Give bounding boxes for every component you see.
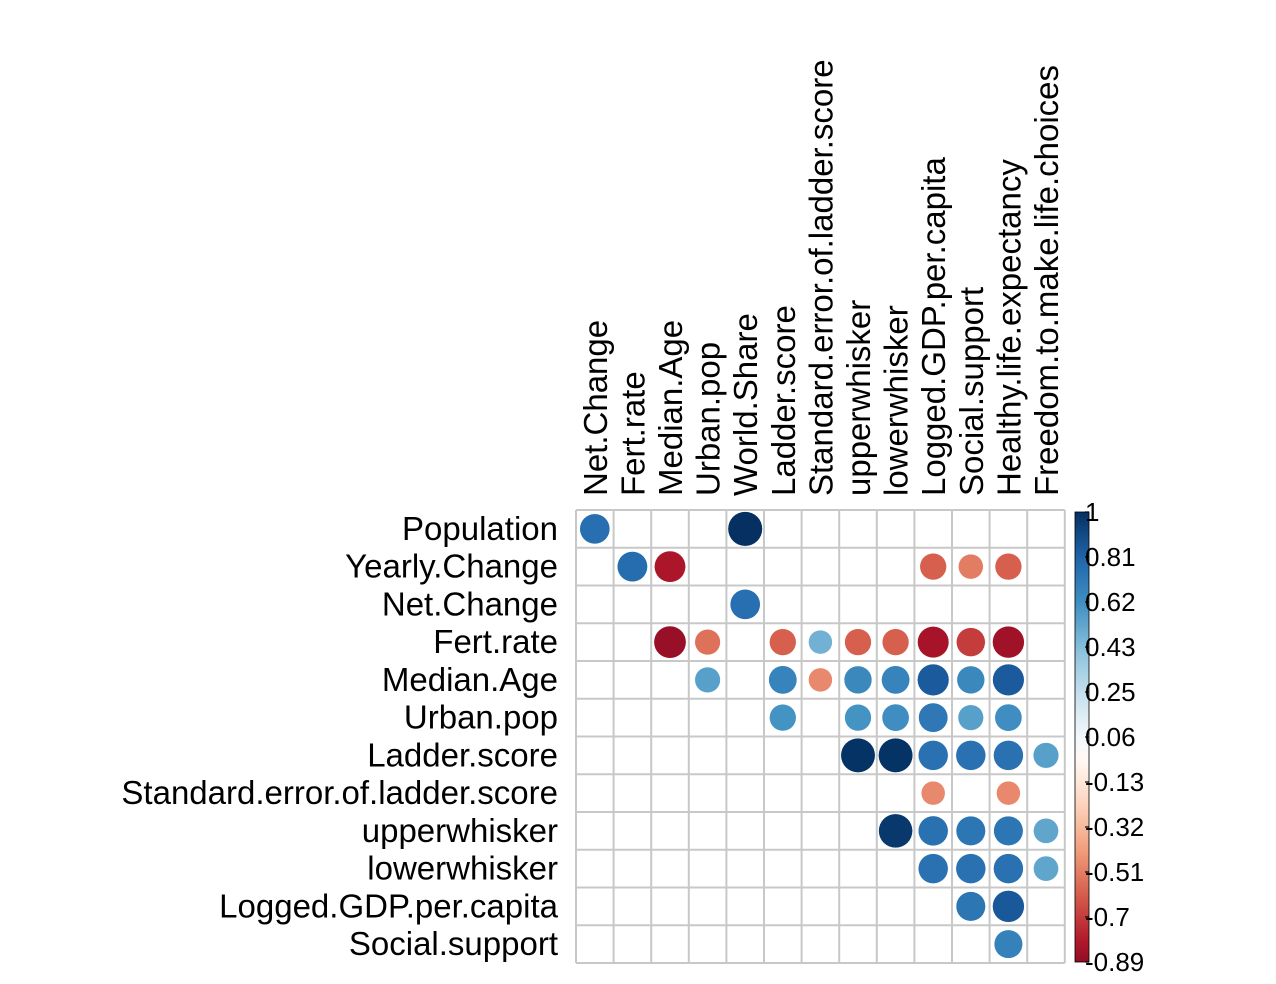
colorbar-tick-label: -0.7 [1085, 902, 1130, 932]
column-label-median-age: Median.Age [652, 320, 689, 496]
colorbar-ticks: 1 0.81 0.62 0.43 0.25 0.06 -0.13 -0.32 -0.51 -0.7… [1085, 497, 1144, 977]
corr-circle-median-age-lowerwhisker [881, 665, 911, 695]
corr-circle-median-age-social-support [956, 665, 985, 695]
corr-circle-population-net-change [579, 513, 611, 545]
corr-circle-standard-error-of-ladder-score-healthy-life-expectancy [996, 780, 1021, 806]
row-label-population: Population [402, 510, 558, 547]
corr-circle-yearly-change-logged-gdp-per-capita [919, 552, 947, 581]
corr-circle-upperwhisker-lowerwhisker [878, 813, 913, 849]
corr-circle-median-age-ladder-score [768, 665, 798, 695]
column-label-fert-rate: Fert.rate [614, 371, 651, 496]
corr-circle-yearly-change-healthy-life-expectancy [994, 552, 1023, 581]
corr-circle-urban-pop-social-support [957, 704, 984, 731]
correlation-circles [579, 511, 1060, 959]
column-labels: Net.Change Fert.rate Median.Age Urban.pop Wo… [577, 59, 1065, 496]
corr-circle-ladder-score-healthy-life-expectancy [993, 740, 1024, 771]
corr-circle-upperwhisker-freedom-to-make-life-choices [1033, 818, 1059, 844]
corr-circle-logged-gdp-per-capita-social-support [955, 891, 986, 922]
row-label-median-age: Median.Age [382, 661, 558, 698]
corr-circle-social-support-healthy-life-expectancy [993, 929, 1023, 959]
corr-circle-fert-rate-lowerwhisker [881, 628, 910, 656]
corr-circle-fert-rate-social-support [956, 627, 986, 657]
corr-circle-median-age-healthy-life-expectancy [992, 663, 1025, 696]
row-label-fert-rate: Fert.rate [433, 623, 558, 660]
column-label-urban-pop: Urban.pop [690, 342, 727, 496]
corr-circle-lowerwhisker-healthy-life-expectancy [993, 853, 1024, 884]
corr-circle-fert-rate-urban-pop [694, 629, 721, 656]
column-label-upperwhisker: upperwhisker [840, 300, 877, 496]
colorbar-tick-label: 0.43 [1085, 632, 1136, 662]
column-label-logged-gdp-per-capita: Logged.GDP.per.capita [915, 157, 952, 496]
row-label-lowerwhisker: lowerwhisker [367, 850, 558, 887]
column-label-ladder-score: Ladder.score [765, 305, 802, 496]
colorbar-tick-label: -0.13 [1085, 767, 1144, 797]
column-label-net-change: Net.Change [577, 320, 614, 496]
corr-circle-lowerwhisker-social-support [955, 853, 987, 884]
colorbar-tick-label: -0.32 [1085, 812, 1144, 842]
corr-circle-median-age-urban-pop [694, 666, 721, 693]
colorbar-tick-label: 0.06 [1085, 722, 1136, 752]
colorbar: 1 0.81 0.62 0.43 0.25 0.06 -0.13 -0.32 -0.51 -0.7… [1074, 497, 1144, 977]
corr-circle-median-age-upperwhisker [843, 665, 873, 695]
corr-circle-lowerwhisker-freedom-to-make-life-choices [1033, 855, 1059, 882]
corr-circle-yearly-change-median-age [654, 550, 686, 583]
corr-circle-ladder-score-logged-gdp-per-capita [917, 740, 949, 771]
colorbar-tick-label: -0.51 [1085, 857, 1144, 887]
corr-circle-urban-pop-upperwhisker [844, 703, 872, 732]
corr-circle-net-change-world-share [729, 589, 761, 620]
colorbar-tick-label: -0.89 [1085, 947, 1144, 977]
colorbar-tick-label: 1 [1085, 497, 1099, 527]
grid [575, 509, 1066, 964]
row-label-social-support: Social.support [349, 925, 558, 962]
row-labels: PopulationYearly.ChangeNet.ChangeFert.ra… [121, 510, 558, 962]
row-label-ladder-score: Ladder.score [367, 736, 558, 773]
corr-circle-median-age-logged-gdp-per-capita [917, 663, 950, 696]
row-label-yearly-change: Yearly.Change [345, 548, 558, 585]
corr-circle-urban-pop-healthy-life-expectancy [994, 703, 1023, 732]
corr-circle-urban-pop-lowerwhisker [881, 703, 910, 732]
corr-circle-ladder-score-social-support [955, 740, 987, 771]
corr-circle-upperwhisker-logged-gdp-per-capita [917, 815, 949, 847]
colorbar-tick-label: 0.81 [1085, 542, 1136, 572]
corr-circle-fert-rate-median-age [653, 625, 687, 659]
corr-circle-upperwhisker-healthy-life-expectancy [993, 815, 1024, 846]
corr-circle-ladder-score-lowerwhisker [878, 737, 914, 773]
corr-circle-fert-rate-ladder-score [769, 628, 797, 656]
corr-circle-urban-pop-ladder-score [769, 703, 797, 732]
row-label-urban-pop: Urban.pop [404, 699, 558, 736]
corr-circle-fert-rate-logged-gdp-per-capita [917, 626, 950, 659]
corr-circle-lowerwhisker-logged-gdp-per-capita [917, 853, 949, 884]
column-label-world-share: World.Share [727, 313, 764, 496]
corr-circle-upperwhisker-social-support [955, 815, 986, 846]
corr-circle-logged-gdp-per-capita-healthy-life-expectancy [992, 890, 1025, 923]
colorbar-tick-label: 0.25 [1085, 677, 1136, 707]
row-label-standard-error-of-ladder-score: Standard.error.of.ladder.score [121, 774, 558, 811]
row-label-logged-gdp-per-capita: Logged.GDP.per.capita [219, 887, 558, 924]
corr-circle-median-age-standard-error-of-ladder-score [808, 667, 833, 693]
corr-circle-urban-pop-logged-gdp-per-capita [918, 702, 949, 733]
corr-circle-yearly-change-fert-rate [616, 551, 648, 583]
column-label-freedom-to-make-life-choices: Freedom.to.make.life.choices [1028, 65, 1065, 496]
column-label-lowerwhisker: lowerwhisker [878, 305, 915, 496]
corr-circle-ladder-score-freedom-to-make-life-choices [1032, 742, 1060, 769]
column-label-standard-error-of-ladder-score: Standard.error.of.ladder.score [802, 59, 839, 496]
corr-circle-fert-rate-healthy-life-expectancy [992, 625, 1025, 659]
row-label-net-change: Net.Change [382, 585, 558, 622]
corr-circle-standard-error-of-ladder-score-logged-gdp-per-capita [920, 780, 946, 806]
corr-circle-population-world-share [727, 511, 763, 547]
corr-circle-yearly-change-social-support [958, 553, 984, 580]
corr-circle-fert-rate-standard-error-of-ladder-score [808, 629, 833, 655]
column-label-healthy-life-expectancy: Healthy.life.expectancy [990, 159, 1027, 496]
column-label-social-support: Social.support [953, 287, 990, 496]
row-label-upperwhisker: upperwhisker [362, 812, 558, 849]
corr-circle-fert-rate-upperwhisker [844, 628, 872, 656]
colorbar-tick-label: 0.62 [1085, 587, 1136, 617]
corr-circle-ladder-score-upperwhisker [840, 737, 876, 773]
